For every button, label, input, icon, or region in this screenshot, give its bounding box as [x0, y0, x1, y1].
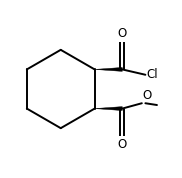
Text: O: O — [143, 89, 152, 102]
Text: O: O — [118, 138, 127, 151]
Polygon shape — [95, 67, 122, 71]
Text: O: O — [118, 27, 127, 40]
Polygon shape — [95, 107, 122, 111]
Text: Cl: Cl — [146, 68, 158, 81]
